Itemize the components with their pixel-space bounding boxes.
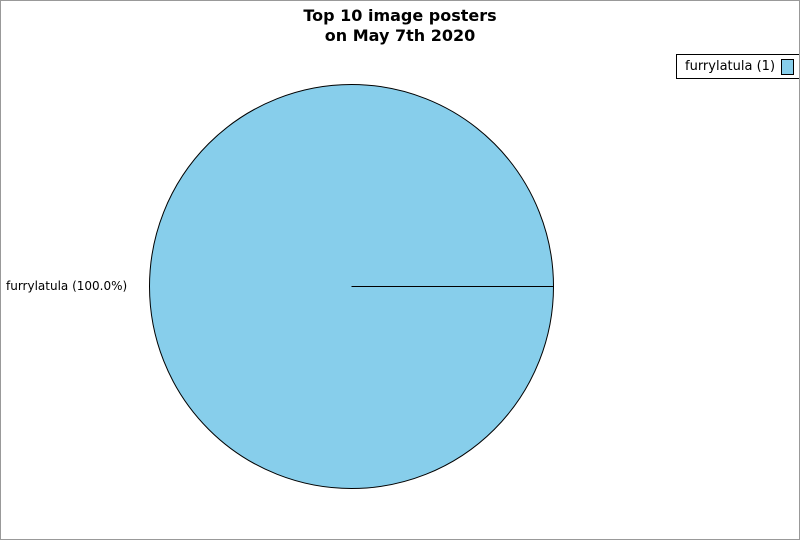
slice-label: furrylatula (100.0%) — [6, 279, 128, 293]
legend-box: furrylatula (1) — [676, 54, 799, 79]
pie-chart — [149, 84, 554, 489]
legend-entry-label: furrylatula (1) — [685, 59, 776, 74]
chart-title-line1: Top 10 image posters — [303, 6, 497, 25]
chart-title: Top 10 image posters on May 7th 2020 — [1, 6, 799, 46]
legend-swatch-rect — [781, 58, 795, 75]
chart-title-line2: on May 7th 2020 — [324, 26, 476, 45]
legend-swatch — [781, 58, 795, 75]
